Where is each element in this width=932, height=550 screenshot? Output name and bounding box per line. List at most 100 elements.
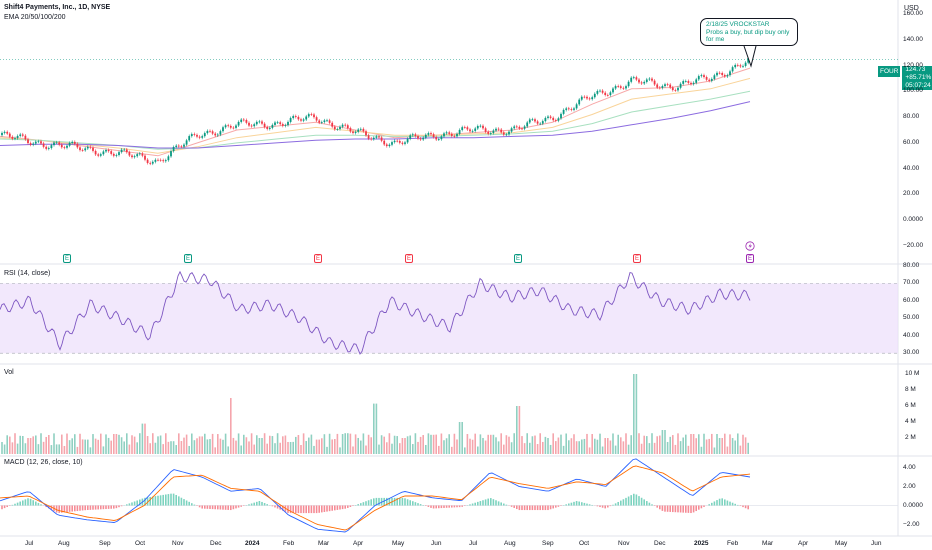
macd-histogram-bar	[253, 502, 255, 506]
volume-bar	[594, 438, 596, 454]
macd-histogram-bar	[721, 498, 723, 506]
earnings-badge[interactable]: E	[633, 254, 641, 263]
vol-axis-label: 10 M	[905, 370, 920, 377]
candle	[708, 79, 711, 81]
macd-histogram-bar	[646, 501, 648, 506]
volume-bar	[16, 443, 19, 454]
macd-histogram-bar	[87, 505, 89, 510]
candle	[580, 96, 583, 100]
volume-bar	[516, 406, 518, 454]
ema-indicator-label[interactable]: EMA 20/50/100/200	[4, 14, 66, 21]
volume-bar	[284, 435, 287, 454]
earnings-badge[interactable]: E	[184, 254, 192, 263]
volume-bar	[217, 434, 219, 454]
earnings-badge[interactable]: E	[405, 254, 413, 263]
candle	[726, 75, 729, 77]
candle	[502, 132, 505, 135]
volume-bar	[136, 442, 138, 454]
volume-bar	[555, 441, 557, 454]
macd-histogram-bar	[542, 505, 544, 511]
candle	[658, 87, 661, 89]
macd-histogram-bar	[45, 505, 47, 508]
earnings-badge[interactable]: E	[746, 254, 754, 263]
macd-histogram-bar	[100, 505, 102, 510]
candle	[276, 122, 279, 124]
candle	[214, 133, 217, 136]
macd-histogram-bar	[583, 502, 586, 506]
macd-histogram-bar	[443, 505, 445, 508]
candle	[422, 137, 425, 140]
macd-histogram-bar	[495, 500, 497, 506]
volume-bar	[71, 438, 73, 454]
ema-line-4	[0, 101, 751, 149]
candle	[255, 121, 258, 125]
price-axis-label: 60.00	[903, 138, 920, 146]
candle	[716, 72, 718, 76]
macd-histogram-bar	[477, 501, 479, 506]
macd-histogram-bar	[471, 503, 474, 506]
candle	[8, 133, 11, 137]
macd-histogram-bar	[549, 505, 552, 510]
candle	[66, 145, 68, 148]
candle	[289, 118, 292, 122]
candle	[666, 84, 669, 86]
candle	[424, 134, 427, 138]
macd-histogram-bar	[742, 505, 744, 508]
volume-bar	[539, 433, 541, 454]
macd-histogram-bar	[282, 505, 284, 511]
candle	[201, 136, 204, 138]
candle	[495, 128, 497, 131]
candle	[487, 131, 490, 134]
volume-bar	[425, 444, 427, 454]
candle	[141, 153, 144, 156]
candle	[183, 144, 185, 147]
macd-histogram-bar	[573, 501, 575, 506]
candle	[713, 75, 716, 79]
candle	[123, 149, 126, 151]
macd-histogram-bar	[328, 505, 331, 512]
price-axis-label: 0.0000	[903, 216, 923, 224]
volume-bar	[461, 422, 463, 454]
volume-bar	[451, 446, 453, 454]
volume-bar	[162, 444, 164, 454]
macd-histogram-bar	[315, 505, 318, 514]
candle	[372, 137, 375, 140]
volume-bar	[248, 441, 250, 454]
macd-histogram-bar	[638, 496, 640, 506]
candle	[333, 126, 336, 130]
volume-bar	[609, 440, 612, 454]
rsi-axis-label: 80.00	[903, 262, 920, 269]
volume-bar	[510, 442, 513, 454]
macd-histogram-bar	[79, 505, 81, 511]
volume-bar	[531, 436, 534, 454]
price-axis-label: 120.00	[903, 61, 923, 69]
volume-bar	[635, 374, 638, 454]
vol-panel-label[interactable]: Vol	[4, 369, 14, 376]
volume-bar	[315, 439, 318, 454]
macd-histogram-bar	[604, 505, 606, 509]
earnings-badge[interactable]: E	[314, 254, 322, 263]
macd-histogram-bar	[718, 498, 721, 506]
macd-histogram-bar	[162, 494, 164, 506]
candle	[6, 131, 9, 134]
candle	[151, 161, 154, 164]
volume-bar	[692, 434, 695, 454]
macd-histogram-bar	[274, 505, 276, 508]
macd-histogram-bar	[256, 501, 258, 506]
macd-histogram-bar	[547, 505, 549, 511]
macd-histogram-bar	[669, 505, 671, 512]
macd-panel-label[interactable]: MACD (12, 26, close, 10)	[4, 459, 83, 466]
idea-annotation-callout[interactable]: 2/18/25 VROCKSTAR Probs a buy, but dip b…	[700, 18, 798, 46]
macd-histogram-bar	[664, 505, 666, 512]
volume-bar	[289, 442, 292, 454]
candle	[112, 153, 115, 156]
candle	[216, 134, 219, 136]
volume-bar	[258, 438, 261, 454]
volume-bar	[614, 445, 617, 454]
candle	[401, 142, 404, 144]
earnings-badge[interactable]: E	[63, 254, 71, 263]
candle	[419, 138, 422, 140]
candle	[138, 153, 141, 155]
rsi-panel-label[interactable]: RSI (14, close)	[4, 270, 51, 277]
earnings-badge[interactable]: E	[514, 254, 522, 263]
